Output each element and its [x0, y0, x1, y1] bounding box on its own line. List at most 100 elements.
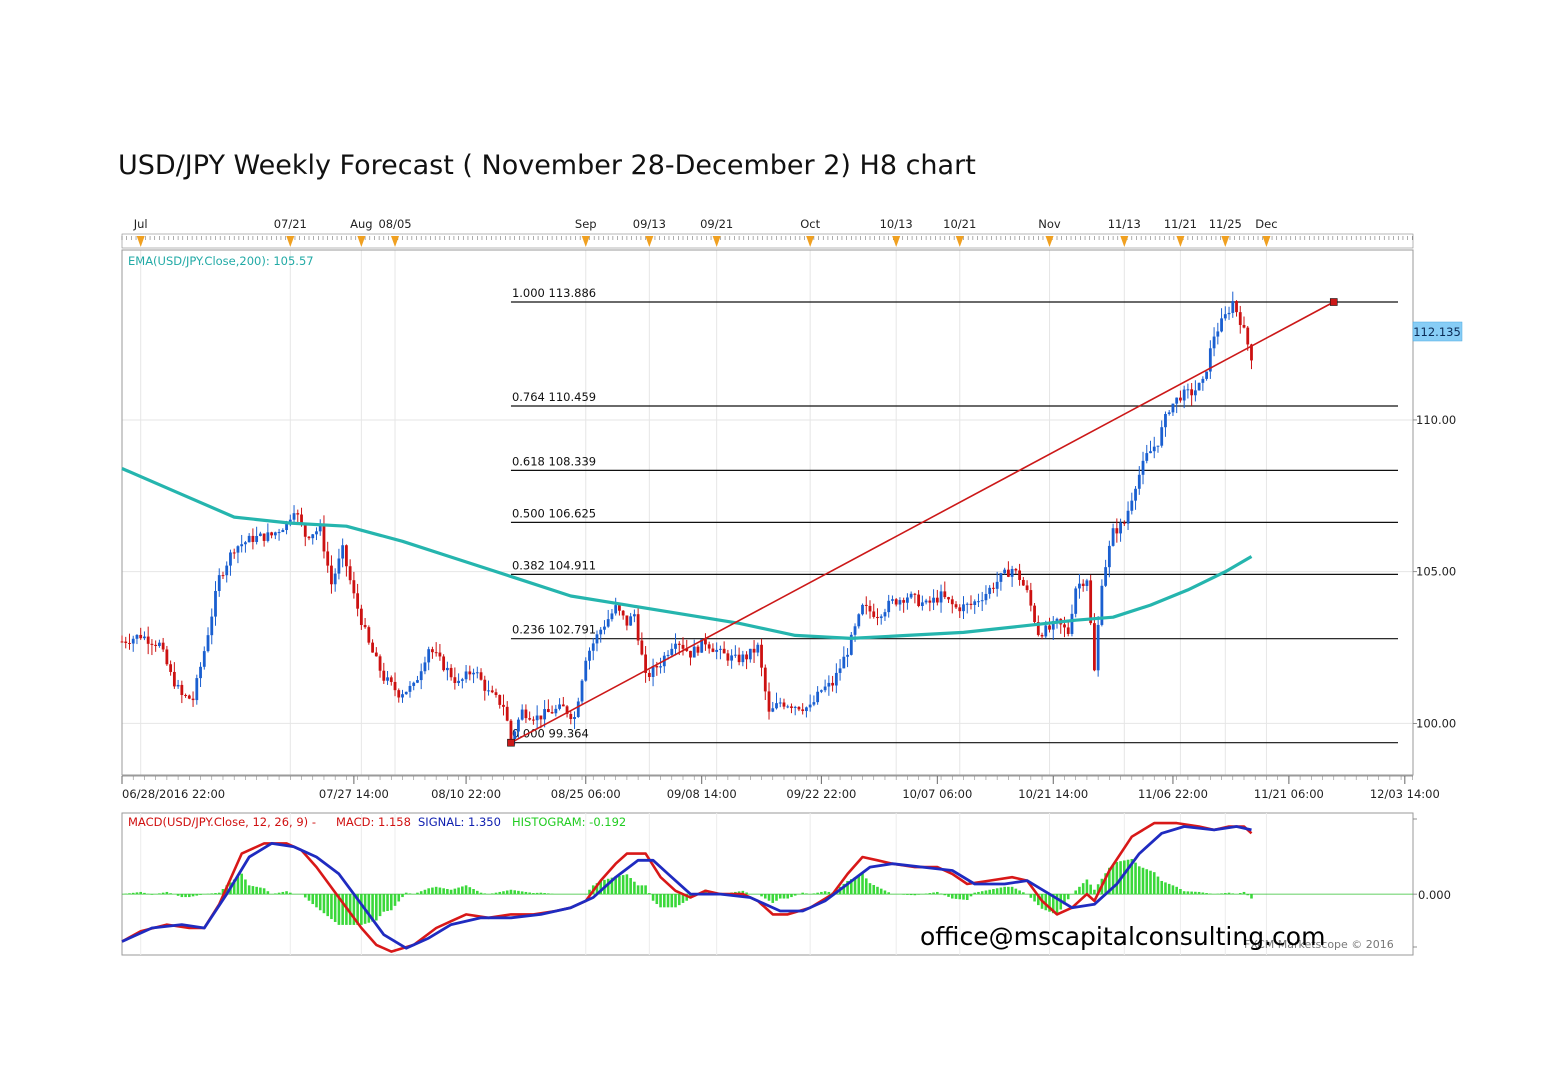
candle-body: [801, 709, 805, 712]
fib-level-label: 0.618 108.339: [512, 454, 596, 468]
candle-body: [1197, 382, 1201, 391]
candle-body: [453, 677, 457, 684]
top-axis-label: 09/21: [700, 217, 733, 231]
candle-body: [887, 600, 891, 613]
candle-body: [864, 604, 868, 606]
candle-body: [603, 626, 606, 630]
candle-body: [307, 536, 311, 539]
fib-level-label: 0.382 104.911: [512, 558, 596, 572]
session-marker-icon: [357, 236, 366, 247]
candle-body: [812, 702, 816, 705]
candle-body: [330, 565, 333, 585]
candle-body: [831, 682, 834, 686]
candle-body: [696, 646, 700, 653]
candle-body: [124, 641, 128, 643]
candle-body: [1227, 312, 1231, 315]
top-axis-label: 11/21: [1164, 217, 1197, 231]
candle-body: [195, 678, 199, 701]
candle-body: [1212, 336, 1216, 349]
candle-body: [225, 565, 229, 576]
candle-body: [326, 551, 330, 566]
candle-body: [1193, 390, 1197, 396]
candle-body: [793, 706, 797, 708]
candle-body: [131, 638, 135, 644]
candle-body: [288, 519, 292, 522]
candle-body: [378, 656, 382, 671]
candle-body: [1164, 414, 1167, 428]
candle-body: [558, 704, 561, 709]
fibonacci-levels: 1.000 113.886 0.764 110.459 0.618 108.339 0…: [510, 286, 1398, 744]
candle-body: [838, 668, 842, 673]
candle-body: [958, 607, 962, 612]
session-marker-icon: [286, 236, 295, 247]
candle-body: [419, 671, 423, 681]
candle-body: [352, 580, 356, 594]
candle-body: [741, 654, 745, 663]
candle-body: [543, 709, 547, 720]
top-axis-label: Oct: [800, 217, 820, 231]
bottom-axis-label: 07/27 14:00: [319, 787, 389, 801]
candle-body: [1003, 569, 1007, 574]
candle-body: [262, 533, 266, 541]
current-price-tag: [1412, 321, 1463, 342]
candle-body: [158, 642, 161, 646]
candle-body: [389, 677, 393, 682]
candle-body: [891, 599, 894, 601]
candle-body: [475, 672, 479, 674]
candle-body: [285, 521, 288, 531]
candle-body: [479, 672, 483, 680]
candle-body: [962, 604, 965, 612]
candle-body: [397, 690, 401, 698]
candle-body: [924, 600, 928, 603]
candle-body: [180, 684, 184, 696]
candle-body: [692, 646, 696, 658]
session-marker-icon: [892, 236, 901, 247]
candle-body: [700, 639, 704, 653]
candle-body: [161, 642, 165, 650]
candle-body: [1107, 545, 1111, 568]
current-price-label: 112.135: [1413, 325, 1461, 339]
candle-body: [277, 532, 281, 534]
candle-body: [715, 649, 719, 652]
candle-body: [1074, 588, 1078, 614]
candle-body: [797, 706, 801, 710]
candle-body: [745, 654, 748, 660]
candle-body: [748, 648, 752, 660]
candle-body: [1167, 412, 1171, 415]
candlesticks: [120, 291, 1253, 745]
bottom-axis-label: 09/08 14:00: [667, 787, 737, 801]
candle-body: [244, 542, 247, 545]
candle-body: [247, 535, 251, 543]
candle-body: [651, 665, 655, 677]
candle-body: [898, 600, 902, 605]
candle-body: [524, 709, 528, 719]
candle-body: [300, 514, 303, 524]
candle-body: [1152, 446, 1156, 452]
candle-body: [677, 643, 681, 645]
candle-body: [528, 718, 532, 720]
candle-body: [356, 593, 360, 609]
candle-body: [1055, 618, 1059, 622]
top-axis-strip: [121, 233, 1414, 249]
candle-body: [606, 619, 610, 627]
candle-body: [315, 531, 318, 535]
candle-body: [857, 614, 861, 627]
candle-body: [176, 684, 180, 687]
candle-body: [947, 597, 950, 600]
price-axis-label: 110.00: [1416, 413, 1456, 427]
candle-body: [995, 581, 999, 589]
candle-body: [206, 635, 210, 652]
candle-body: [932, 597, 935, 603]
session-marker-icon: [391, 236, 400, 247]
top-axis-label: Jul: [133, 217, 148, 231]
ema-legend-label: EMA(USD/JPY.Close,200): 105.57: [128, 254, 314, 268]
top-axis-label: 09/13: [633, 217, 666, 231]
top-axis-label: Dec: [1255, 217, 1277, 231]
candle-body: [341, 545, 345, 559]
candle-body: [632, 614, 636, 617]
candle-body: [270, 532, 273, 536]
candle-body: [143, 636, 146, 639]
candle-body: [644, 654, 647, 673]
legend-layer: EMA(USD/JPY.Close,200): 105.57 112.135 M…: [128, 254, 1463, 902]
candle-body: [251, 535, 255, 542]
